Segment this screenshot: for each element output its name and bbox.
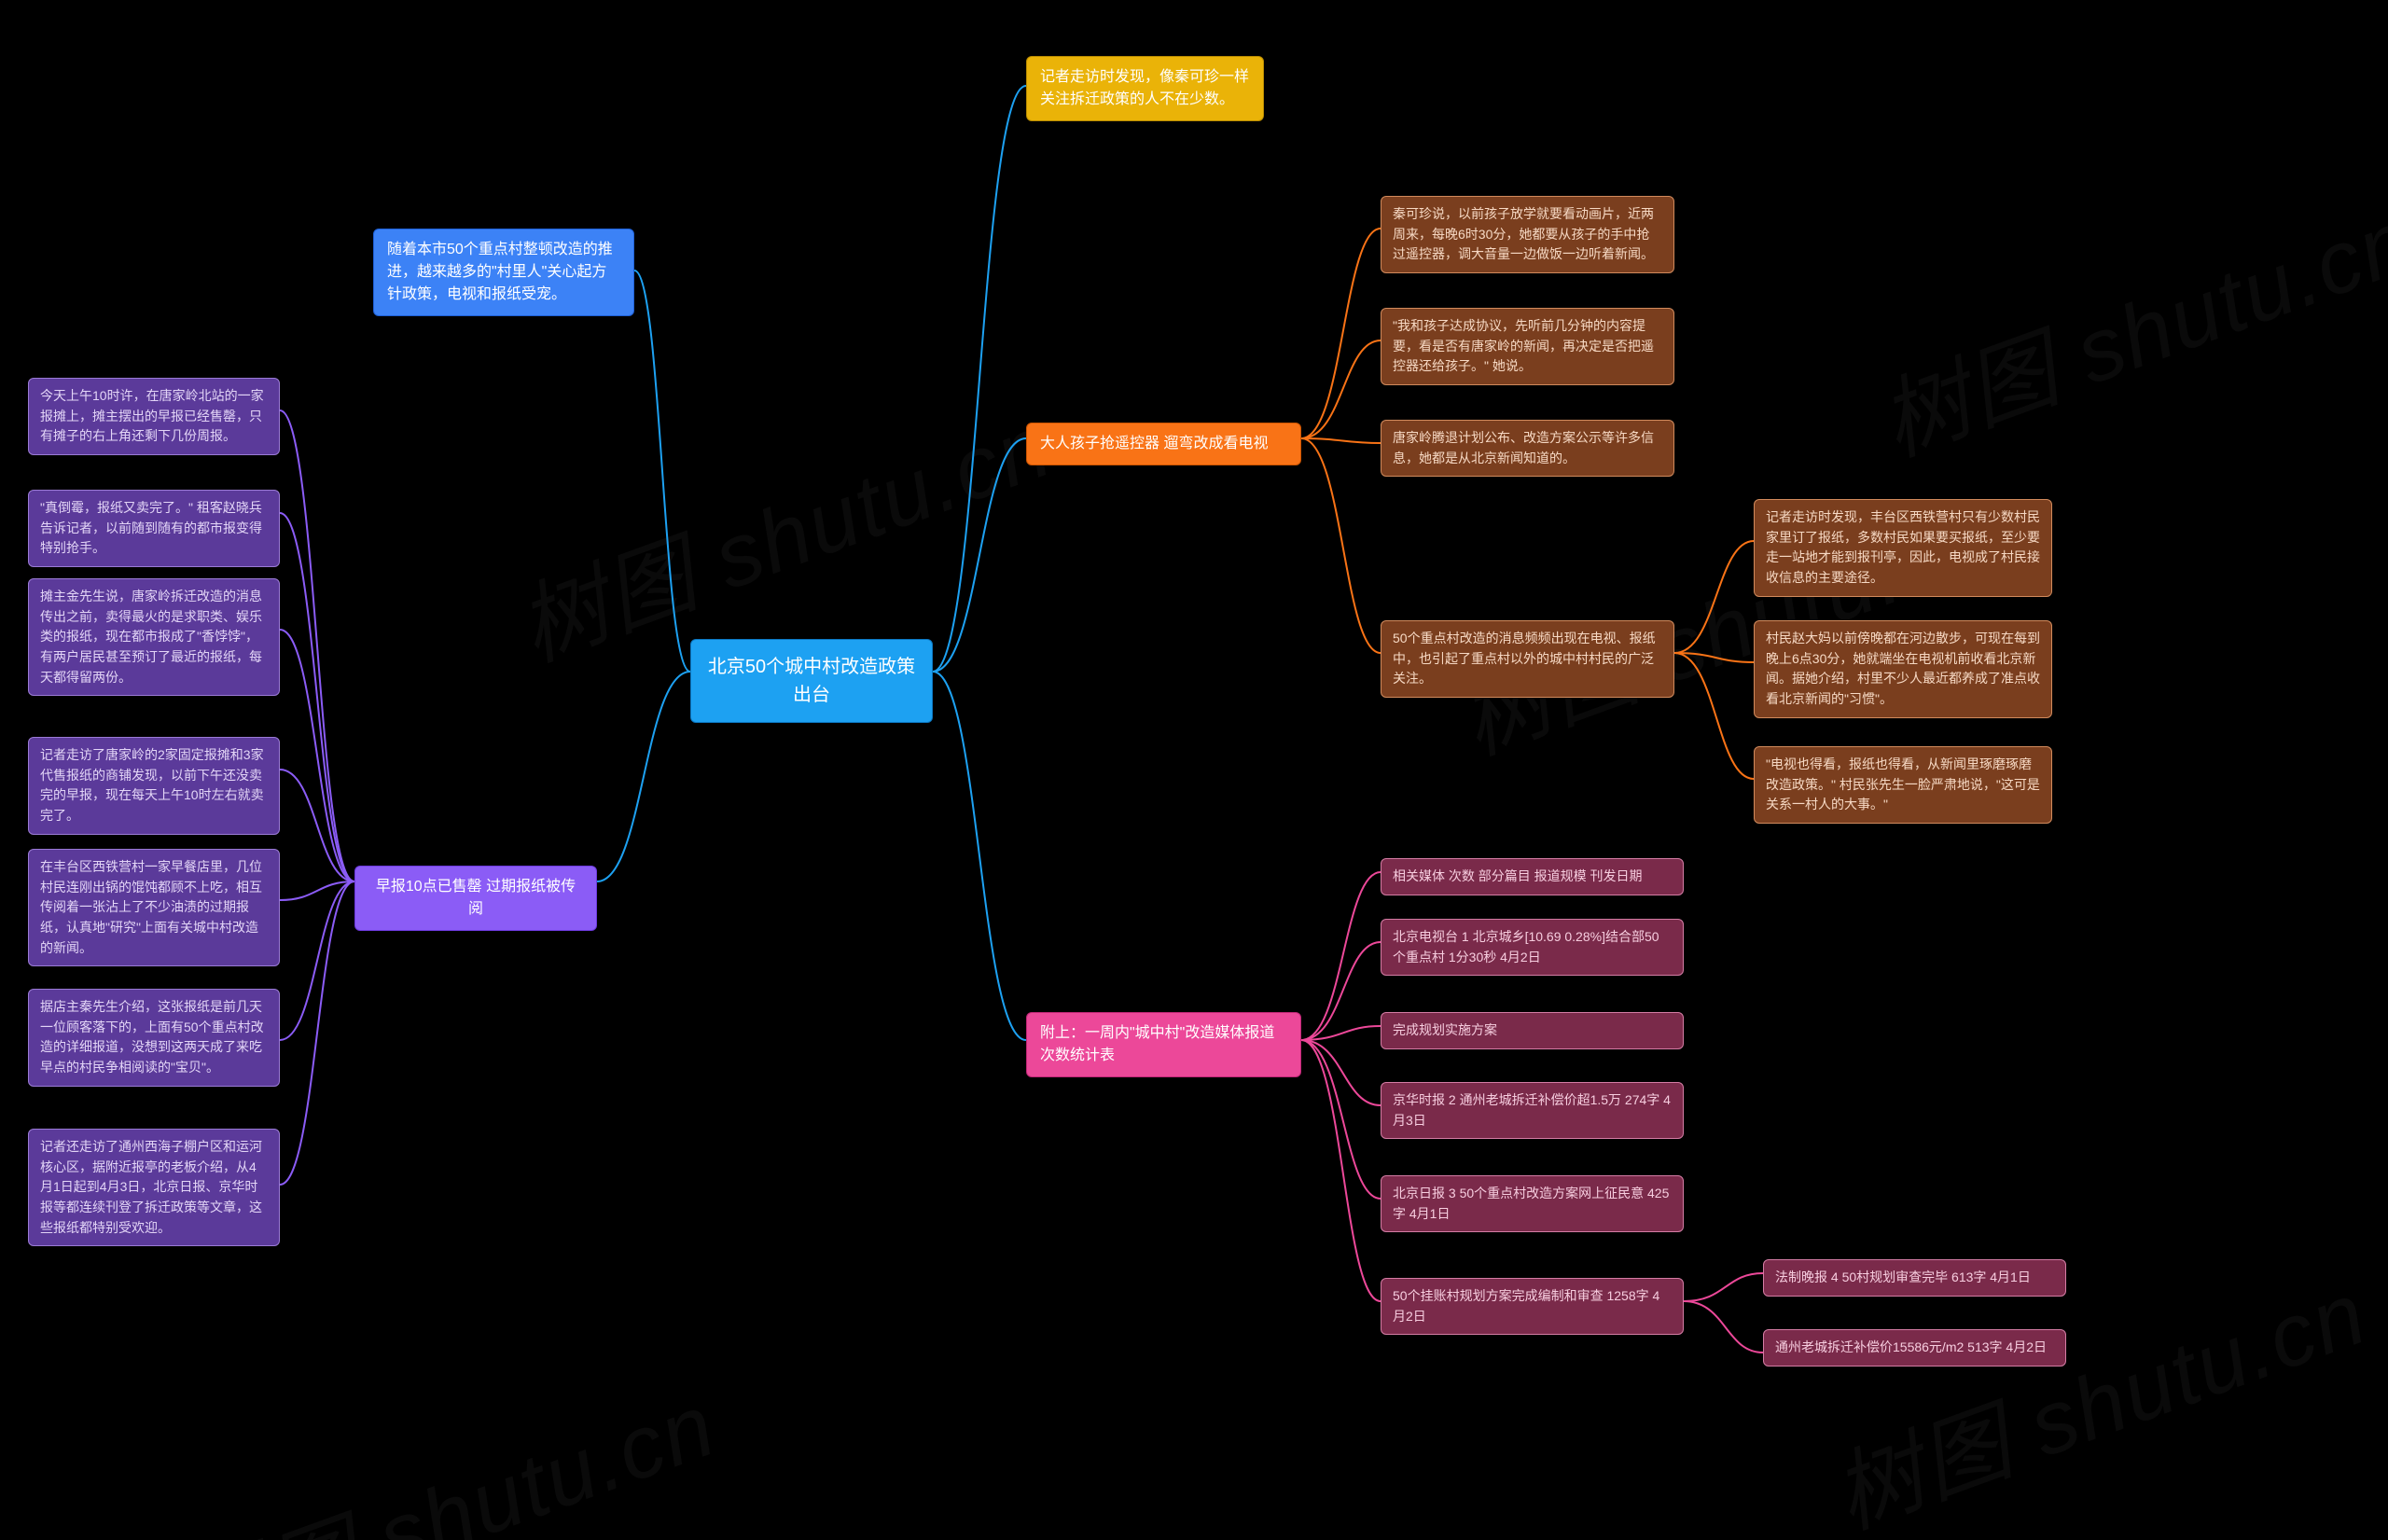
root-text: 北京50个城中村改造政策出台: [708, 657, 915, 705]
leaf-b2-c5[interactable]: 在丰台区西铁营村一家早餐店里，几位村民连刚出锅的馄饨都顾不上吃，相互传阅着一张沾…: [28, 849, 280, 966]
leaf-b4-d4[interactable]: 50个重点村改造的消息频频出现在电视、报纸中，也引起了重点村以外的城中村村民的广…: [1381, 620, 1674, 698]
branch-b3[interactable]: 记者走访时发现，像秦可珍一样关注拆迁政策的人不在少数。: [1026, 56, 1264, 121]
mindmap-canvas: 树图 shutu.cn 树图 shutu.cn 树图 shutu.cn 树图 s…: [0, 0, 2388, 1540]
leaf-b5-g2[interactable]: 通州老城拆迁补偿价15586元/m2 513字 4月2日: [1763, 1329, 2066, 1367]
leaf-b2-c1[interactable]: 今天上午10时许，在唐家岭北站的一家报摊上，摊主摆出的早报已经售罄，只有摊子的右…: [28, 378, 280, 455]
leaf-b4-d2[interactable]: "我和孩子达成协议，先听前几分钟的内容提要，看是否有唐家岭的新闻，再决定是否把遥…: [1381, 308, 1674, 385]
leaf-b4-d3[interactable]: 唐家岭腾退计划公布、改造方案公示等许多信息，她都是从北京新闻知道的。: [1381, 420, 1674, 477]
leaf-b5-f4[interactable]: 京华时报 2 通州老城拆迁补偿价超1.5万 274字 4月3日: [1381, 1082, 1684, 1139]
leaf-b2-c3[interactable]: 摊主金先生说，唐家岭拆迁改造的消息传出之前，卖得最火的是求职类、娱乐类的报纸，现…: [28, 578, 280, 696]
b4-text: 大人孩子抢遥控器 遛弯改成看电视: [1040, 436, 1268, 451]
branch-b2[interactable]: 早报10点已售罄 过期报纸被传阅: [354, 866, 597, 931]
branch-b5[interactable]: 附上：一周内"城中村"改造媒体报道次数统计表: [1026, 1012, 1301, 1077]
root-node[interactable]: 北京50个城中村改造政策出台: [690, 639, 933, 723]
leaf-b5-f2[interactable]: 北京电视台 1 北京城乡[10.69 0.28%]结合部50个重点村 1分30秒…: [1381, 919, 1684, 976]
watermark: 树图 shutu.cn: [163, 1354, 730, 1540]
leaf-b4-e2[interactable]: 村民赵大妈以前傍晚都在河边散步，可现在每到晚上6点30分，她就端坐在电视机前收看…: [1754, 620, 2052, 718]
leaf-b5-f3[interactable]: 完成规划实施方案: [1381, 1012, 1684, 1049]
b3-text: 记者走访时发现，像秦可珍一样关注拆迁政策的人不在少数。: [1040, 69, 1249, 107]
leaf-b2-c7[interactable]: 记者还走访了通州西海子棚户区和运河核心区，据附近报亭的老板介绍，从4月1日起到4…: [28, 1129, 280, 1246]
leaf-b2-c2[interactable]: "真倒霉，报纸又卖完了。" 租客赵晓兵告诉记者，以前随到随有的都市报变得特别抢手…: [28, 490, 280, 567]
leaf-b2-c4[interactable]: 记者走访了唐家岭的2家固定报摊和3家代售报纸的商铺发现，以前下午还没卖完的早报，…: [28, 737, 280, 835]
branch-b1[interactable]: 随着本市50个重点村整顿改造的推进，越来越多的"村里人"关心起方针政策，电视和报…: [373, 229, 634, 316]
branch-b4[interactable]: 大人孩子抢遥控器 遛弯改成看电视: [1026, 423, 1301, 465]
leaf-b4-e1[interactable]: 记者走访时发现，丰台区西铁营村只有少数村民家里订了报纸，多数村民如果要买报纸，至…: [1754, 499, 2052, 597]
leaf-b4-d1[interactable]: 秦可珍说，以前孩子放学就要看动画片，近两周来，每晚6时30分，她都要从孩子的手中…: [1381, 196, 1674, 273]
leaf-b5-g1[interactable]: 法制晚报 4 50村规划审查完毕 613字 4月1日: [1763, 1259, 2066, 1297]
b1-text: 随着本市50个重点村整顿改造的推进，越来越多的"村里人"关心起方针政策，电视和报…: [387, 242, 613, 302]
leaf-b5-f6[interactable]: 50个挂账村规划方案完成编制和审查 1258字 4月2日: [1381, 1278, 1684, 1335]
leaf-b5-f5[interactable]: 北京日报 3 50个重点村改造方案网上征民意 425字 4月1日: [1381, 1175, 1684, 1232]
leaf-b4-e3[interactable]: "电视也得看，报纸也得看，从新闻里琢磨琢磨改造政策。" 村民张先生一脸严肃地说，…: [1754, 746, 2052, 824]
b2-text: 早报10点已售罄 过期报纸被传阅: [376, 879, 576, 917]
b5-text: 附上：一周内"城中村"改造媒体报道次数统计表: [1040, 1025, 1274, 1063]
leaf-b5-f1[interactable]: 相关媒体 次数 部分篇目 报道规模 刊发日期: [1381, 858, 1684, 895]
watermark: 树图 shutu.cn: [1861, 170, 2388, 480]
leaf-b2-c6[interactable]: 据店主秦先生介绍，这张报纸是前几天一位顾客落下的，上面有50个重点村改造的详细报…: [28, 989, 280, 1087]
